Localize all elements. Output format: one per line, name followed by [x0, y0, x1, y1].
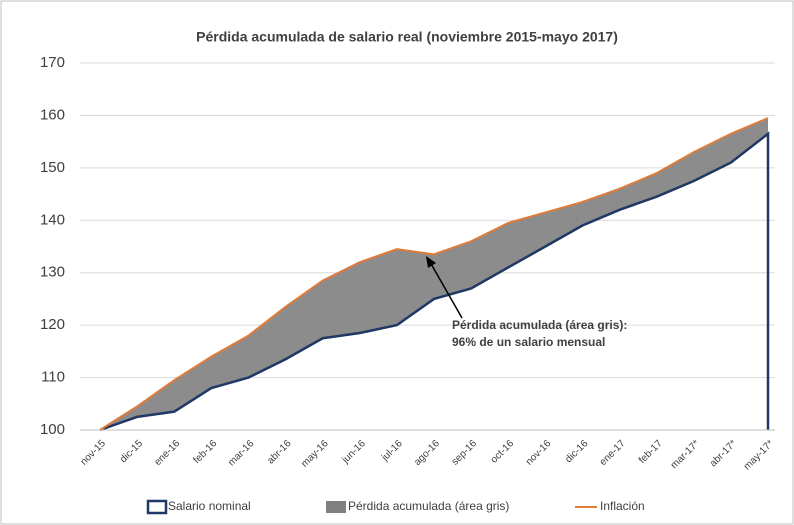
legend-label: Pérdida acumulada (área gris) — [348, 499, 509, 513]
legend-label: Inflación — [600, 499, 645, 513]
y-tick-label: 110 — [41, 369, 65, 386]
y-tick-label: 150 — [40, 159, 65, 176]
inflation-line — [99, 117, 769, 431]
annotation: 96% de un salario mensual — [452, 335, 605, 349]
y-tick-label: 120 — [40, 316, 65, 333]
chart-title: Pérdida acumulada de salario real (novie… — [196, 29, 618, 45]
y-tick-label: 140 — [40, 211, 65, 228]
annotation: Pérdida acumulada (área gris): — [452, 318, 627, 332]
y-tick-label: 130 — [40, 264, 65, 281]
y-tick-label: 160 — [40, 106, 65, 123]
nominal-line — [99, 131, 770, 432]
y-tick-label: 100 — [40, 421, 65, 438]
legend-swatch — [146, 499, 168, 515]
arrow-head — [426, 256, 436, 268]
annotation-arrow — [429, 261, 463, 319]
y-tick-label: 170 — [40, 54, 65, 71]
legend-swatch — [326, 501, 346, 513]
legend-label: Salario nominal — [168, 499, 251, 513]
